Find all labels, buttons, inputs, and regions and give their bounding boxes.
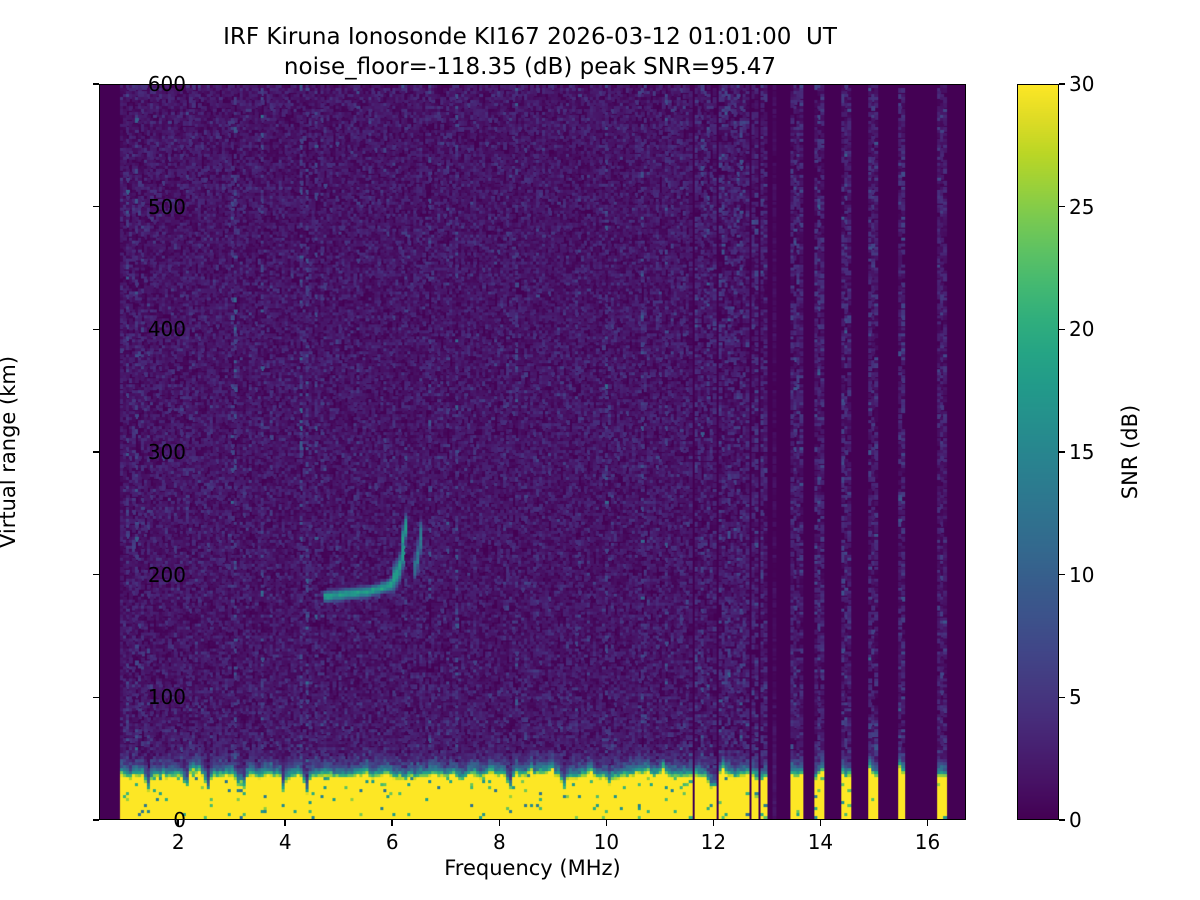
x-tick-mark — [177, 820, 179, 826]
y-tick-mark — [93, 328, 99, 331]
y-tick-label: 100 — [147, 685, 186, 710]
x-tick-mark — [605, 820, 608, 826]
x-tick-mark — [284, 820, 287, 826]
y-tick-label: 200 — [147, 562, 186, 587]
x-tick-label: 8 — [492, 830, 506, 854]
y-tick-mark — [93, 819, 99, 821]
y-tick-label: 400 — [147, 317, 186, 342]
title-line-1: IRF Kiruna Ionosonde KI167 2026-03-12 01… — [223, 24, 837, 50]
colorbar-tick-label: 20 — [1069, 317, 1095, 342]
x-tick-label: 16 — [914, 830, 941, 854]
y-tick-label: 0 — [173, 808, 186, 832]
x-tick-mark — [819, 820, 822, 826]
x-tick-label: 2 — [171, 830, 185, 854]
x-tick-mark — [712, 820, 715, 826]
colorbar-tick-label: 15 — [1069, 440, 1095, 464]
y-tick-label: 600 — [147, 72, 186, 96]
colorbar-tick-label: 30 — [1069, 72, 1095, 96]
x-tick-label: 10 — [593, 830, 620, 854]
x-tick-label: 12 — [700, 830, 727, 854]
colorbar-tick-mark — [1059, 205, 1065, 208]
x-tick-mark — [926, 820, 929, 826]
title-line-2: noise_floor=-118.35 (dB) peak SNR=95.47 — [283, 54, 777, 81]
colorbar-tick-mark — [1059, 573, 1065, 576]
y-tick-mark — [93, 451, 99, 453]
plot-axes — [99, 84, 966, 820]
y-tick-mark — [93, 696, 99, 699]
x-tick-mark — [391, 820, 394, 826]
x-tick-label: 6 — [385, 830, 399, 854]
x-tick-label: 14 — [807, 830, 834, 854]
colorbar-tick-mark — [1059, 451, 1065, 453]
colorbar-label: SNR (dB) — [1118, 404, 1142, 500]
colorbar-tick-label: 0 — [1069, 808, 1082, 832]
y-axis-label: Virtual range (km) — [0, 355, 20, 549]
colorbar-tick-mark — [1059, 83, 1065, 85]
x-tick-label: 4 — [278, 830, 292, 854]
colorbar-tick-label: 10 — [1069, 562, 1095, 587]
colorbar-tick-mark — [1059, 819, 1065, 821]
y-tick-mark — [93, 205, 99, 208]
colorbar-tick-mark — [1059, 696, 1065, 699]
colorbar-tick-label: 5 — [1069, 685, 1082, 710]
figure-title: IRF Kiruna Ionosonde KI167 2026-03-12 01… — [0, 22, 1060, 83]
x-tick-mark — [498, 820, 501, 826]
colorbar-tick-mark — [1059, 328, 1065, 331]
colorbar-tick-label: 25 — [1069, 194, 1095, 219]
y-tick-label: 300 — [147, 440, 186, 464]
ionogram-heatmap — [100, 85, 965, 819]
y-tick-label: 500 — [147, 194, 186, 219]
x-axis-label: Frequency (MHz) — [444, 856, 621, 880]
colorbar — [1017, 84, 1059, 820]
y-tick-mark — [93, 573, 99, 576]
y-tick-mark — [93, 83, 99, 85]
colorbar-gradient — [1018, 85, 1058, 819]
